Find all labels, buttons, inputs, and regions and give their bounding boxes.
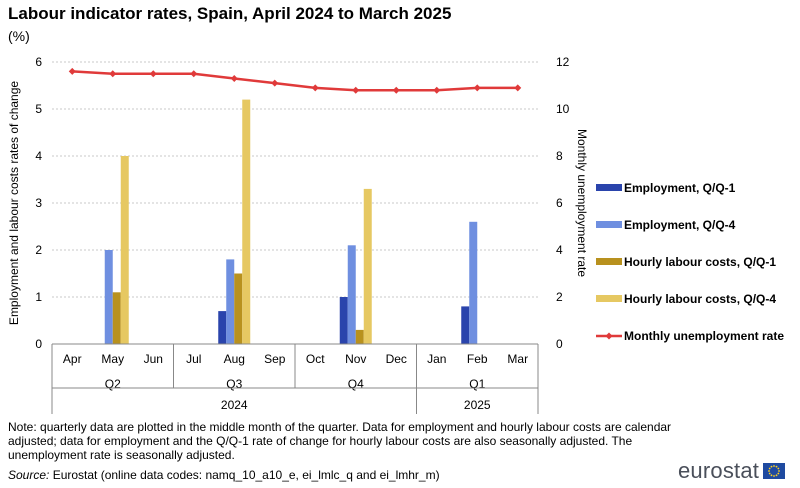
flag-star — [778, 470, 780, 472]
flag-star — [775, 474, 778, 477]
legend-label: Employment, Q/Q-1 — [624, 181, 736, 195]
line-point — [68, 67, 76, 75]
bar — [218, 311, 227, 344]
flag-star — [777, 472, 780, 475]
x-month-label: Oct — [306, 352, 325, 366]
eu-flag-icon — [763, 463, 786, 479]
chart-subtitle: (%) — [8, 28, 30, 44]
x-quarter-label: Q4 — [348, 377, 364, 391]
x-month-label: May — [101, 352, 124, 366]
flag-star — [768, 467, 771, 470]
bar — [363, 188, 372, 344]
bar — [112, 292, 121, 344]
y-right-tick-label: 6 — [556, 196, 563, 210]
legend-label: Hourly labour costs, Q/Q-4 — [624, 292, 776, 306]
y-right-tick-label: 12 — [556, 55, 570, 69]
bar — [226, 259, 235, 344]
y-right-tick-label: 4 — [556, 243, 563, 257]
x-month-label: Nov — [345, 352, 366, 366]
y-right-axis-title: Monthly unemployment rate — [575, 129, 589, 277]
y-left-tick-label: 5 — [35, 102, 42, 116]
bar — [104, 250, 113, 344]
line-point — [109, 70, 117, 78]
legend-swatch — [596, 184, 622, 191]
source-label: Source: — [8, 468, 50, 482]
chart-title: Labour indicator rates, Spain, April 202… — [8, 4, 452, 23]
eurostat-logo: eurostat — [678, 458, 786, 484]
line-point — [149, 70, 157, 78]
chart-source: Source: Eurostat (online data codes: nam… — [8, 468, 440, 482]
x-month-label: Feb — [467, 352, 488, 366]
legend-swatch — [596, 221, 622, 228]
bar — [339, 297, 348, 344]
line-point — [514, 84, 522, 92]
x-month-label: Jun — [144, 352, 163, 366]
flag-star — [770, 465, 773, 468]
line-point — [352, 86, 360, 94]
x-month-label: Aug — [224, 352, 245, 366]
x-quarter-label: Q3 — [226, 377, 242, 391]
bar — [347, 245, 356, 344]
y-right-tick-label: 8 — [556, 149, 563, 163]
y-left-tick-label: 4 — [35, 149, 42, 163]
y-right-tick-label: 10 — [556, 102, 570, 116]
line-series — [72, 70, 518, 92]
y-left-tick-label: 1 — [35, 290, 42, 304]
y-right-tick-label: 0 — [556, 337, 563, 351]
line-point — [271, 79, 279, 87]
flag-star — [775, 465, 778, 468]
x-month-label: Jul — [186, 352, 201, 366]
legend-line-marker — [605, 332, 613, 340]
x-month-label: Sep — [264, 352, 286, 366]
legend-label: Employment, Q/Q-4 — [624, 218, 736, 232]
legend-label: Monthly unemployment rate — [624, 329, 784, 343]
line-point — [392, 86, 400, 94]
line-point — [473, 84, 481, 92]
x-month-label: Apr — [63, 352, 82, 366]
flag-star — [777, 467, 780, 470]
legend-swatch — [596, 295, 622, 302]
bar — [355, 329, 364, 344]
y-left-tick-label: 0 — [35, 337, 42, 351]
eurostat-wordmark: eurostat — [678, 458, 760, 483]
bar — [120, 156, 129, 344]
y-left-tick-label: 2 — [35, 243, 42, 257]
y-left-axis-title: Employment and labour costs rates of cha… — [7, 81, 21, 325]
flag-star — [773, 475, 775, 477]
bar — [242, 99, 251, 344]
source-text: Eurostat (online data codes: namq_10_a10… — [49, 468, 440, 482]
legend-swatch — [596, 258, 622, 265]
x-quarter-label: Q2 — [105, 377, 121, 391]
x-month-label: Jan — [427, 352, 446, 366]
bar — [461, 306, 470, 344]
line-point — [190, 70, 198, 78]
y-left-tick-label: 6 — [35, 55, 42, 69]
bar — [234, 273, 243, 344]
legend-label: Hourly labour costs, Q/Q-1 — [624, 255, 776, 269]
x-quarter-label: Q1 — [469, 377, 485, 391]
y-left-tick-label: 3 — [35, 196, 42, 210]
bar — [469, 221, 478, 344]
chart-note: Note: quarterly data are plotted in the … — [8, 420, 672, 462]
x-year-label: 2024 — [221, 398, 248, 412]
flag-star — [768, 470, 770, 472]
x-month-label: Dec — [386, 352, 407, 366]
line-point — [230, 74, 238, 82]
flag-star — [768, 472, 771, 475]
x-month-label: Mar — [507, 352, 528, 366]
x-year-label: 2025 — [464, 398, 491, 412]
line-point — [311, 84, 319, 92]
line-point — [433, 86, 441, 94]
flag-star — [773, 465, 775, 467]
flag-star — [770, 474, 773, 477]
y-right-tick-label: 2 — [556, 290, 563, 304]
